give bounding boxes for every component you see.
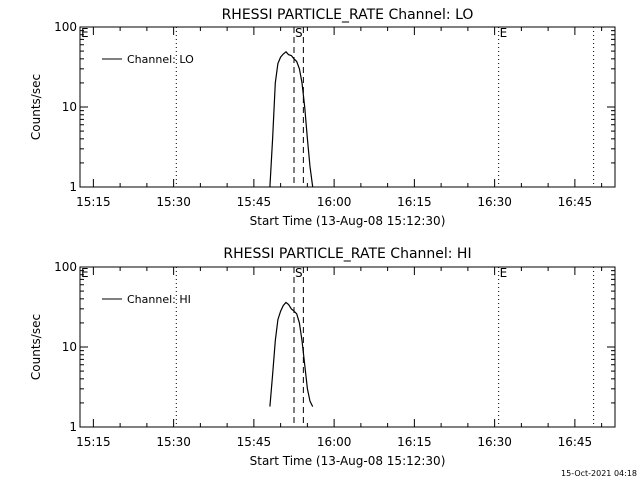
x-tick-label: 16:30 — [477, 435, 512, 449]
x-tick-label: 16:45 — [558, 195, 593, 209]
y-axis-label: Counts/sec — [29, 314, 43, 380]
chart-panel-lo: RHESSI PARTICLE_RATE Channel: LO 15:15 15:… — [29, 7, 616, 228]
marker-label: E — [81, 26, 89, 40]
x-tick-label: 16:00 — [317, 435, 352, 449]
marker-label: S — [295, 266, 303, 280]
chart-title: RHESSI PARTICLE_RATE Channel: HI — [223, 246, 471, 262]
x-tick-label: 16:00 — [317, 195, 352, 209]
series-line — [269, 301, 314, 407]
x-tick-label: 15:30 — [156, 195, 191, 209]
plot-frame — [79, 266, 616, 428]
marker-label: E — [500, 26, 508, 40]
y-tick-label: 10 — [62, 100, 77, 114]
x-tick-label: 16:15 — [397, 195, 432, 209]
series-line — [269, 50, 314, 188]
y-tick-label: 100 — [54, 260, 77, 274]
x-axis-label: Start Time (13-Aug-08 15:12:30) — [250, 454, 446, 468]
x-tick-label: 15:15 — [76, 195, 111, 209]
y-axis-label: Counts/sec — [29, 74, 43, 140]
x-tick-label: 15:45 — [237, 435, 272, 449]
x-tick-label: 16:15 — [397, 435, 432, 449]
y-tick-label: 1 — [69, 420, 77, 434]
x-tick-label: 16:45 — [558, 435, 593, 449]
marker-label: E — [81, 266, 89, 280]
x-tick-label: 15:15 — [76, 435, 111, 449]
legend-label: Channel: HI — [127, 293, 191, 306]
chart-panel-hi: RHESSI PARTICLE_RATE Channel: HI 15:15 15:… — [29, 246, 616, 468]
y-tick-label: 1 — [69, 180, 77, 194]
y-tick-label: 10 — [62, 340, 77, 354]
marker-label: E — [500, 266, 508, 280]
x-tick-label: 15:30 — [156, 435, 191, 449]
chart-title: RHESSI PARTICLE_RATE Channel: LO — [222, 7, 474, 23]
y-tick-label: 100 — [54, 20, 77, 34]
timestamp-label: 15-Oct-2021 04:18 — [561, 469, 637, 478]
legend-label: Channel: LO — [127, 53, 194, 66]
x-axis-label: Start Time (13-Aug-08 15:12:30) — [250, 214, 446, 228]
x-tick-label: 16:30 — [477, 195, 512, 209]
marker-label: S — [295, 26, 303, 40]
x-tick-label: 15:45 — [237, 195, 272, 209]
plot-frame — [79, 26, 616, 188]
